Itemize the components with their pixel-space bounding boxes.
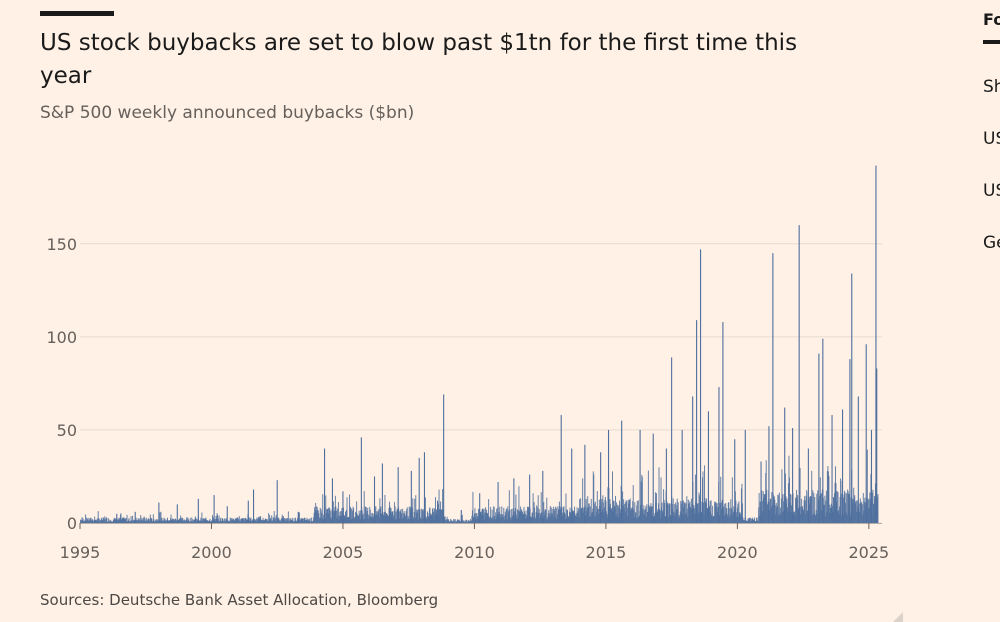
sidebar-heading: Fo [983,10,1000,29]
chart-subtitle: S&P 500 weekly announced buybacks ($bn) [40,103,415,123]
sidebar-rule [983,40,1000,44]
y-tick-label: 100 [46,328,77,347]
y-tick-label: 150 [46,235,77,254]
x-axis-ticks: 1995 2000 2005 2010 2015 2020 2025 [60,523,889,562]
source-note: Sources: Deutsche Bank Asset Allocation,… [40,591,439,609]
sidebar-link-1[interactable]: Sh [983,77,1000,97]
x-tick-label: 1995 [60,543,101,562]
top-rule [40,11,114,16]
resize-corner-icon [893,612,903,622]
bar-series [80,165,882,524]
y-tick-label: 0 [67,514,77,533]
x-tick-label: 2015 [586,543,627,562]
x-tick-label: 2020 [717,543,758,562]
sidebar-link-2[interactable]: US [983,129,1000,149]
y-axis-ticks: 0 50 100 150 [46,235,77,533]
x-tick-label: 2010 [454,543,495,562]
sidebar-link-4[interactable]: Ge [983,233,1000,253]
sidebar-panel: Fo Sh US US Ge [983,0,1000,622]
y-tick-label: 50 [57,421,77,440]
x-tick-label: 2025 [848,543,889,562]
x-tick-label: 2005 [323,543,364,562]
buyback-chart: 0 50 100 150 1995 2000 2005 2010 2015 2020 2025 [46,165,889,562]
sidebar-link-3[interactable]: US [983,181,1000,201]
chart-title: US stock buybacks are set to blow past $… [40,30,798,89]
grid-lines [80,243,882,524]
x-tick-label: 2000 [191,543,232,562]
